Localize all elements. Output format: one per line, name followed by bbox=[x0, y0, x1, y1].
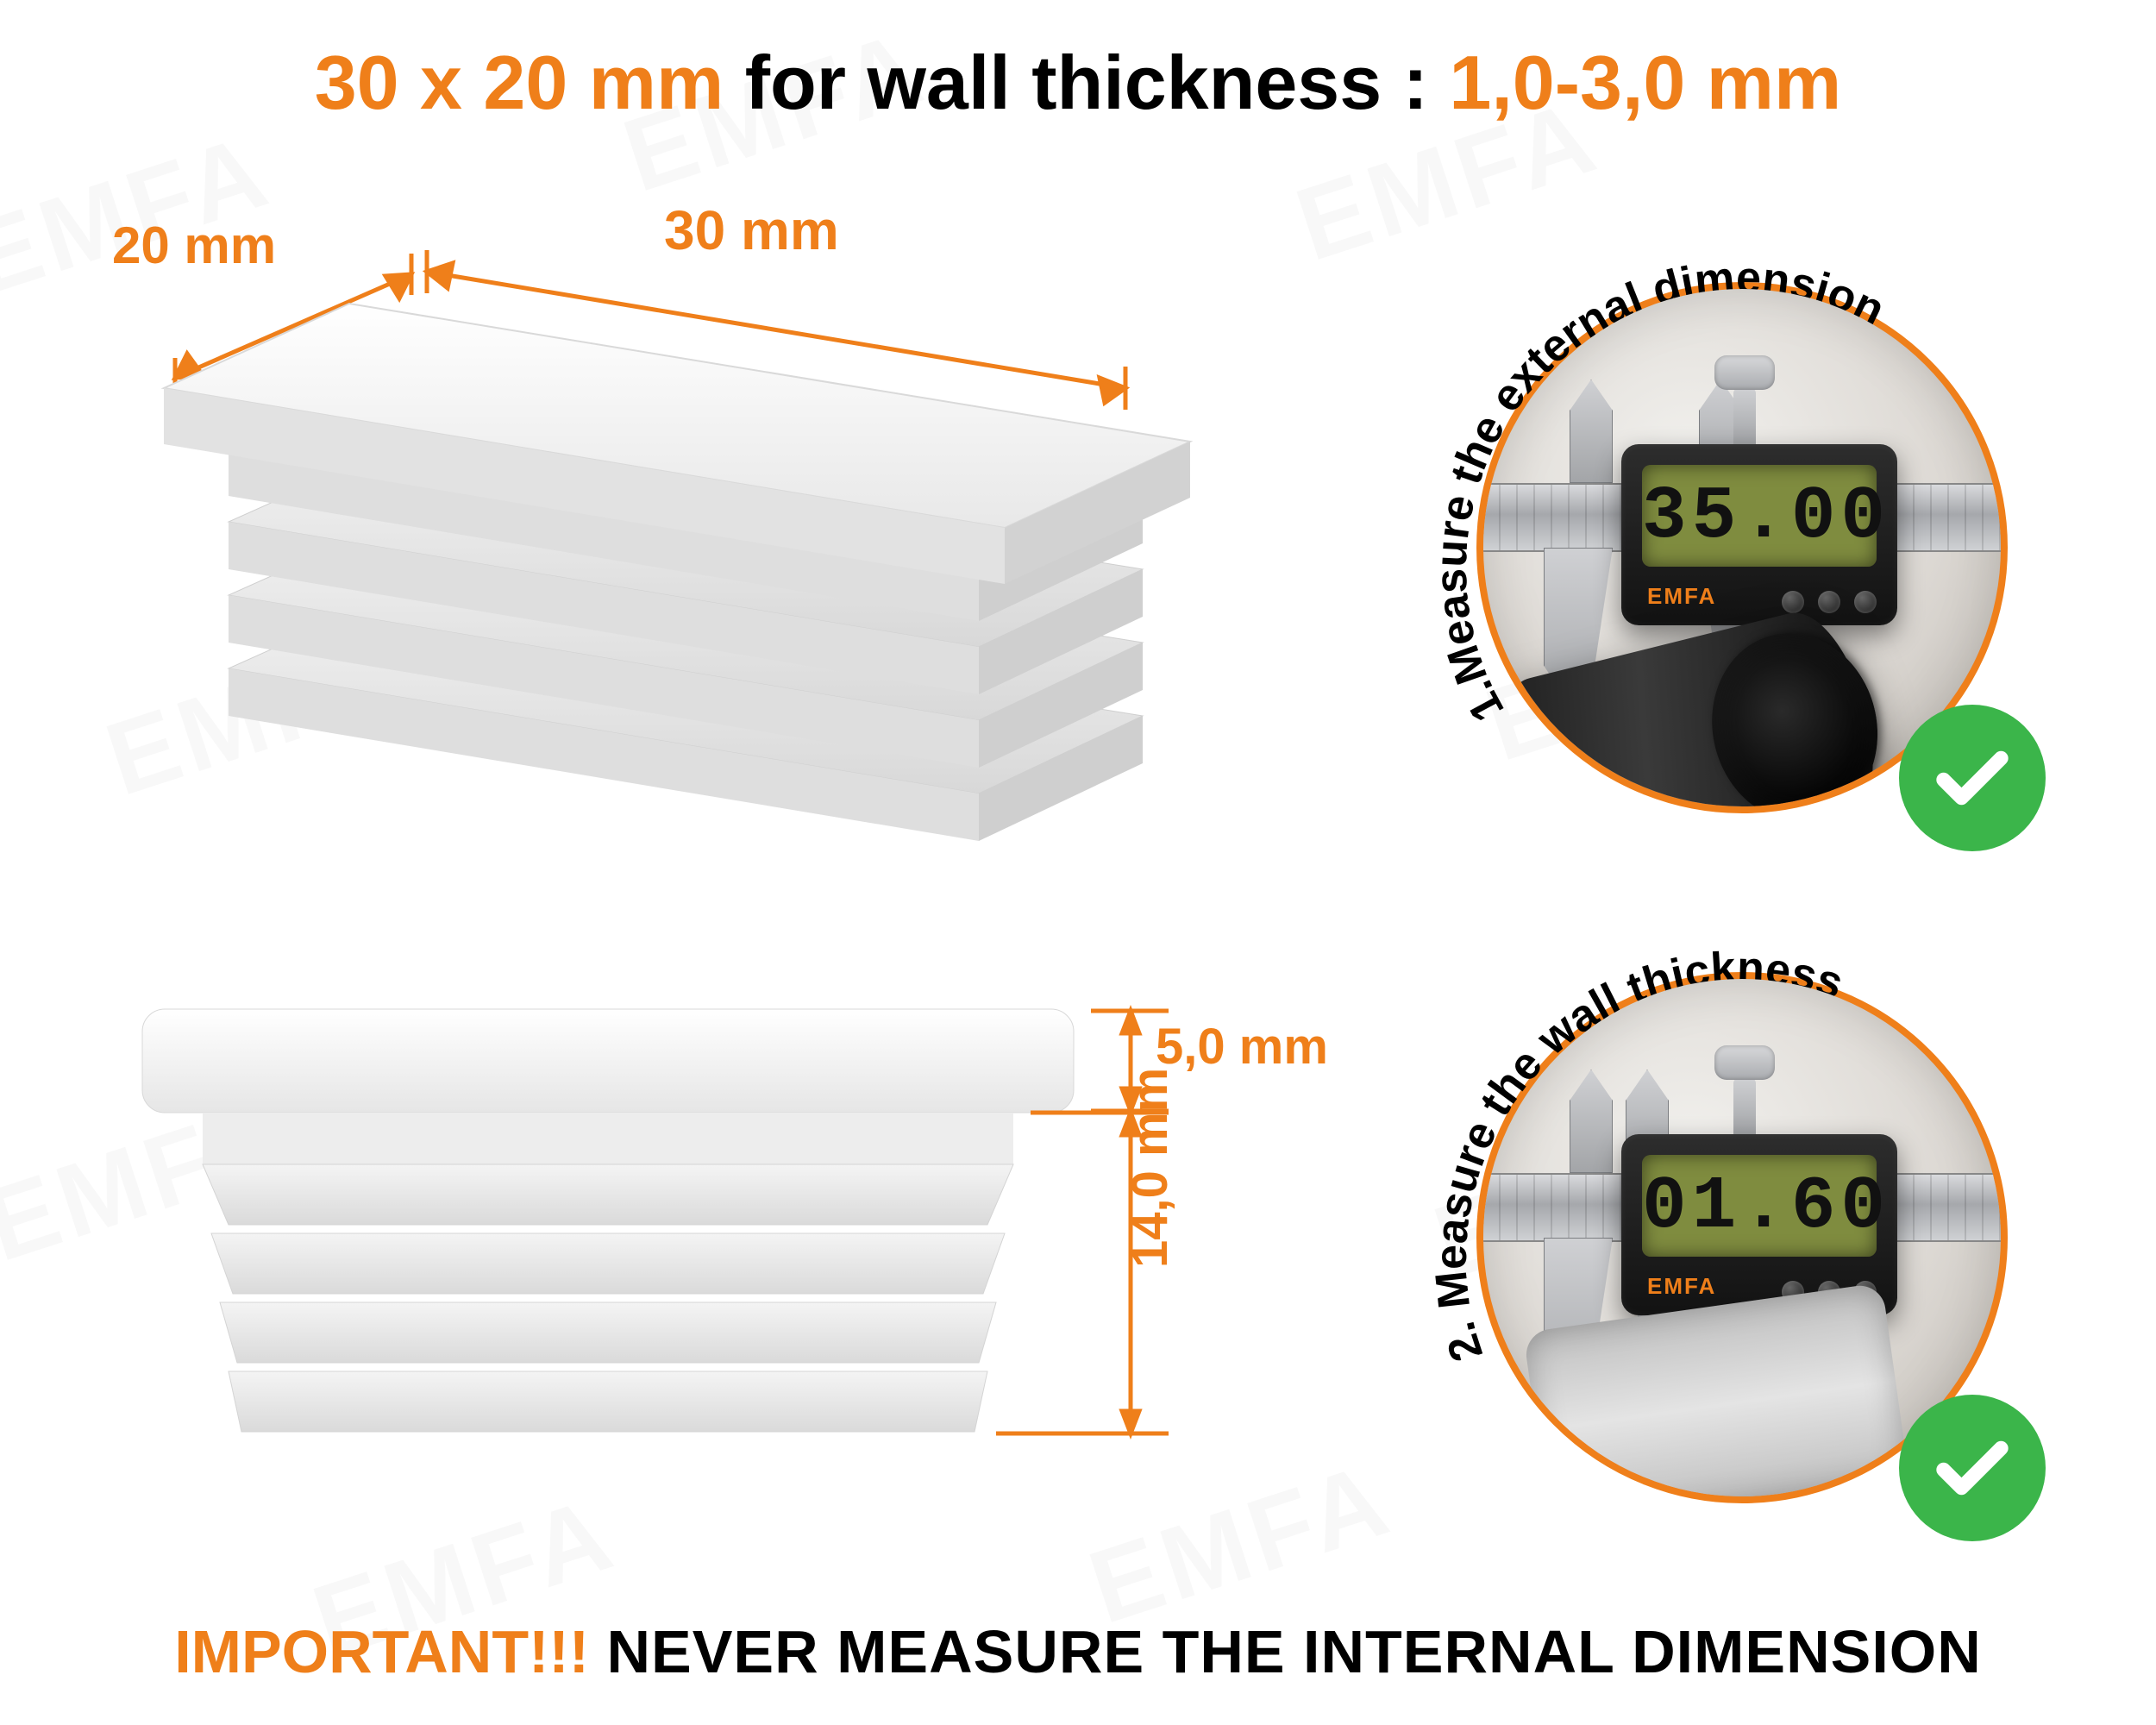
caliper-body: 35.00 EMFA bbox=[1621, 444, 1897, 625]
caliper-lcd: 01.60 bbox=[1642, 1155, 1877, 1257]
caliper-brand: EMFA bbox=[1647, 1273, 1716, 1300]
dim-cap-label: 5,0 mm bbox=[1156, 1018, 1328, 1076]
caliper-jaw-icon bbox=[1570, 380, 1613, 483]
footer-warning: IMPORTANT!!! NEVER MEASURE THE INTERNAL … bbox=[0, 1617, 2156, 1686]
title-thickness: 1,0-3,0 mm bbox=[1449, 40, 1841, 125]
product-iso-svg bbox=[82, 190, 1203, 862]
caliper-thumbscrew-icon bbox=[1733, 388, 1756, 448]
dim-depth-label: 20 mm bbox=[112, 216, 276, 275]
title-size: 30 x 20 mm bbox=[315, 40, 724, 125]
product-render-side bbox=[82, 940, 1203, 1527]
step-2: 2. Measure the wall thickness 01.60 EMFA bbox=[1432, 927, 2053, 1548]
product-render-iso bbox=[82, 190, 1203, 862]
title-mid: for wall thickness : bbox=[724, 40, 1449, 125]
caliper-thumbscrew-icon bbox=[1733, 1078, 1756, 1138]
caliper-buttons bbox=[1782, 591, 1877, 613]
caliper-jaw-icon bbox=[1570, 1070, 1613, 1173]
product-side-svg bbox=[82, 940, 1203, 1527]
step-1: 1.Measure the external dimension 35.00 E… bbox=[1432, 237, 2053, 858]
caliper-brand: EMFA bbox=[1647, 583, 1716, 610]
page-title: 30 x 20 mm for wall thickness : 1,0-3,0 … bbox=[0, 39, 2156, 127]
check-icon bbox=[1899, 1395, 2046, 1541]
dim-body-label: 14,0 mm bbox=[1121, 1068, 1179, 1268]
dim-width-label: 30 mm bbox=[664, 198, 839, 262]
caliper-lcd: 35.00 bbox=[1642, 465, 1877, 567]
footer-important: IMPORTANT!!! bbox=[174, 1618, 589, 1685]
footer-text: NEVER MEASURE THE INTERNAL DIMENSION bbox=[589, 1618, 1982, 1685]
check-icon bbox=[1899, 705, 2046, 851]
